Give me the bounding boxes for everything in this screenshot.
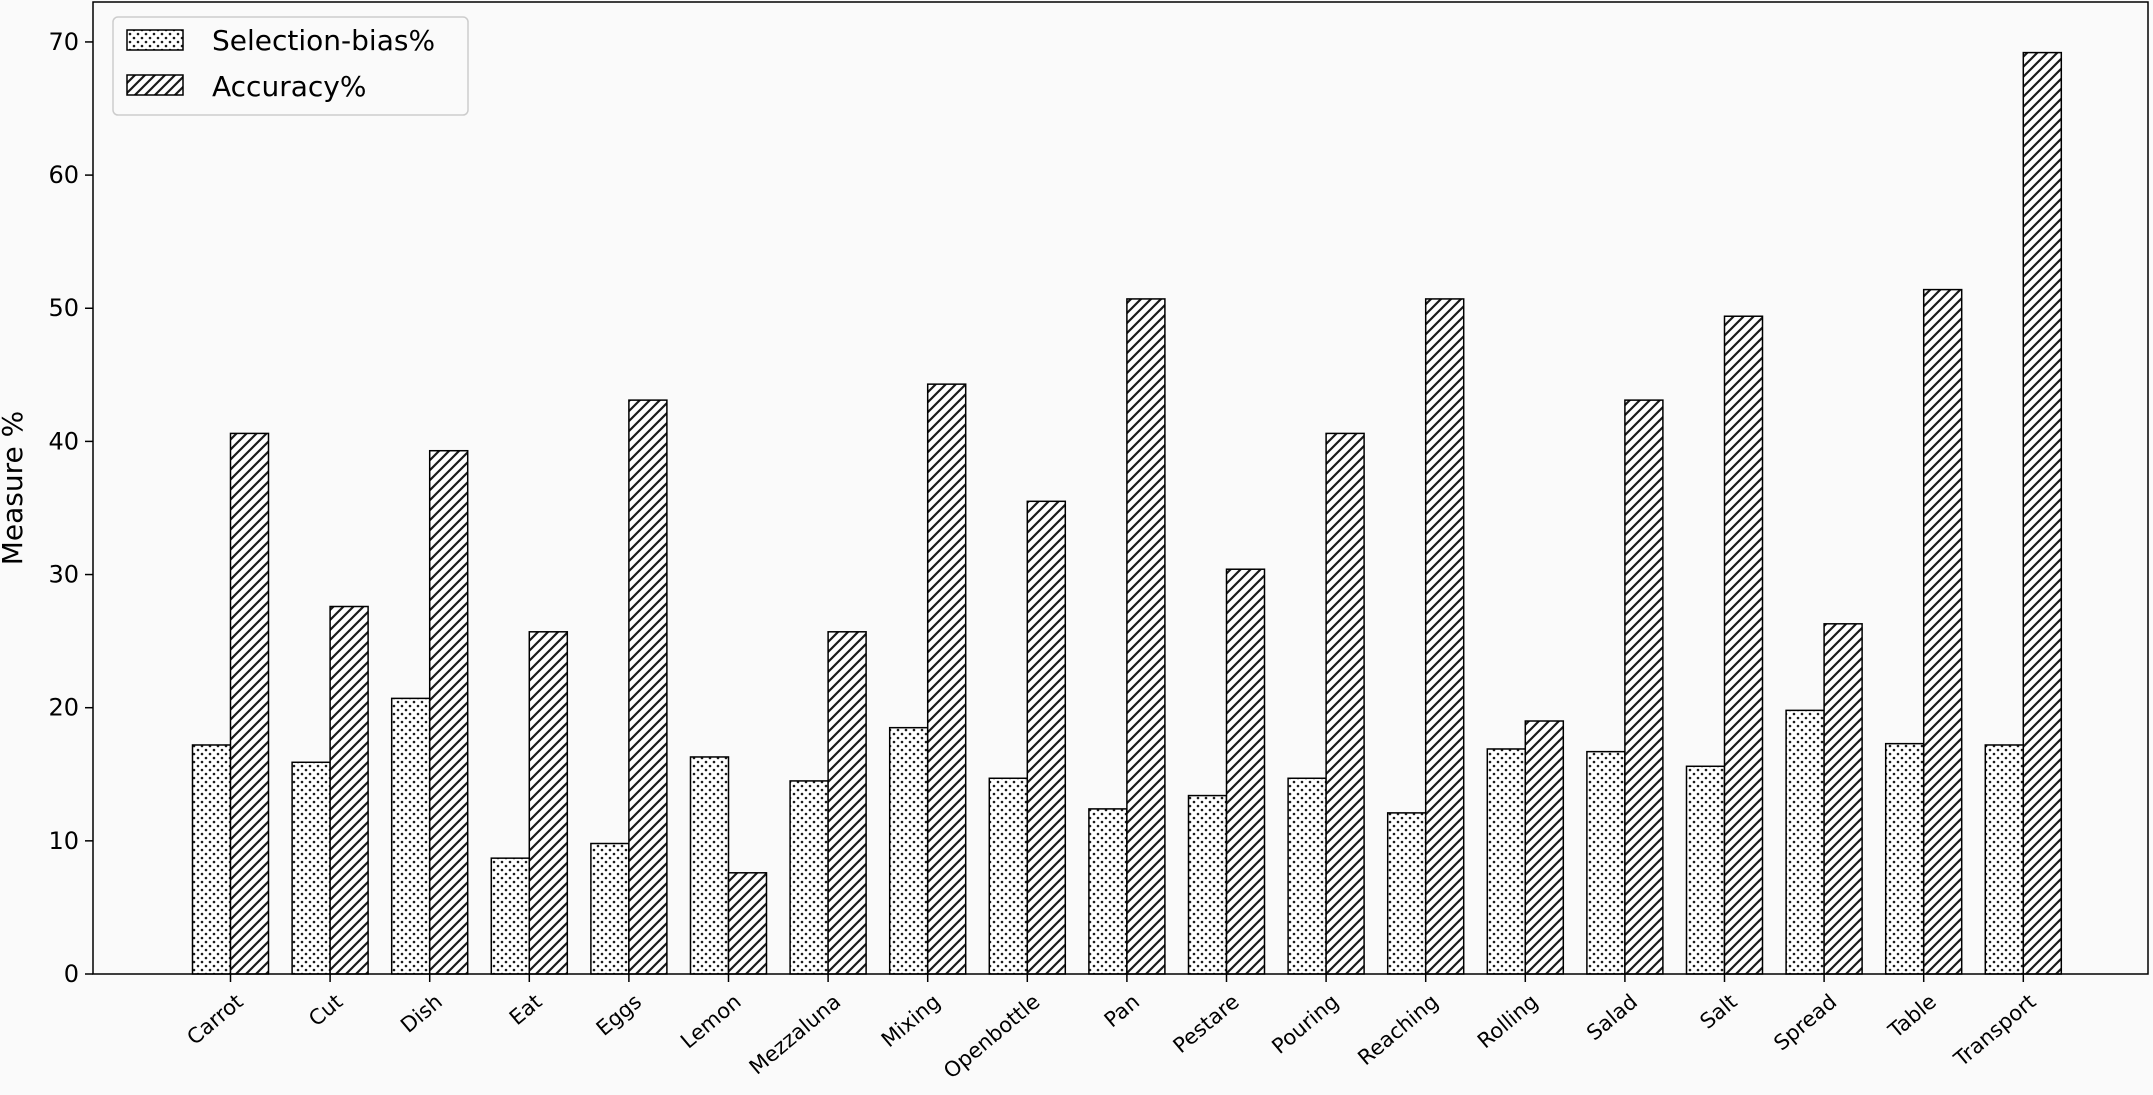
x-tick-label-eat: Eat (505, 989, 547, 1029)
x-tick-label-table: Table (1883, 989, 1941, 1043)
bar-selection-bias-rolling (1486, 748, 1527, 975)
bar-selection-bias-mezzaluna (789, 780, 829, 975)
x-tick-label-carrot: Carrot (182, 989, 247, 1049)
bar-selection-bias-openbottle (988, 777, 1029, 975)
bar-selection-bias-reaching (1386, 812, 1427, 975)
x-tick-label-pestare: Pestare (1169, 989, 1244, 1058)
y-tick-label: 70 (48, 28, 79, 56)
x-tick-label-transport: Transport (1949, 989, 2041, 1071)
bar-selection-bias-carrot (191, 744, 232, 975)
x-tick-label-pouring: Pouring (1267, 989, 1343, 1058)
bar-accuracy-mezzaluna (827, 631, 867, 975)
y-tick-label: 40 (48, 427, 79, 455)
bar-selection-bias-table (1884, 742, 1925, 975)
legend-label-selection-bias: Selection-bias% (212, 24, 435, 57)
x-tick-label-eggs: Eggs (592, 989, 646, 1040)
bar-selection-bias-salad (1586, 750, 1626, 975)
legend: Selection-bias% Accuracy% (112, 16, 469, 116)
bar-selection-bias-eat (490, 857, 531, 975)
bar-accuracy-rolling (1524, 720, 1565, 975)
x-tick-label-lemon: Lemon (676, 989, 746, 1053)
legend-swatch-selection-bias (126, 29, 184, 51)
bar-selection-bias-eggs (590, 842, 630, 975)
bar-selection-bias-mixing (888, 726, 929, 975)
bar-selection-bias-cut (291, 761, 331, 975)
bar-selection-bias-dish (390, 697, 431, 975)
bar-accuracy-pestare (1225, 568, 1266, 975)
x-tick-label-reaching: Reaching (1353, 989, 1443, 1070)
y-tick-label: 50 (48, 294, 79, 322)
bar-selection-bias-pan (1088, 808, 1128, 975)
x-tick-label-spread: Spread (1769, 989, 1841, 1055)
bar-accuracy-openbottle (1026, 500, 1067, 975)
y-axis: 0 10 20 30 40 50 60 70 (48, 28, 93, 988)
bar-accuracy-salad (1624, 399, 1664, 975)
x-tick-label-salt: Salt (1695, 989, 1741, 1033)
x-tick-label-mezzaluna: Mezzaluna (745, 989, 846, 1079)
bar-accuracy-eat (528, 631, 569, 975)
y-tick-label: 0 (64, 960, 79, 988)
x-tick-label-salad: Salad (1582, 989, 1642, 1045)
bar-accuracy-pan (1126, 298, 1166, 975)
bar-accuracy-pouring (1325, 432, 1365, 975)
y-tick-label: 20 (48, 694, 79, 722)
x-tick-label-cut: Cut (304, 989, 347, 1031)
bar-accuracy-salt (1723, 315, 1764, 975)
bar-selection-bias-transport (1984, 744, 2025, 975)
legend-frame (112, 16, 469, 116)
plot-frame (92, 1, 2149, 975)
bar-selection-bias-salt (1685, 765, 1726, 975)
bar-selection-bias-lemon (689, 756, 730, 975)
bar-selection-bias-spread (1785, 709, 1825, 975)
bar-accuracy-cut (329, 605, 369, 975)
bar-accuracy-transport (2022, 51, 2063, 975)
bar-accuracy-table (1922, 288, 1963, 975)
x-tick-label-openbottle: Openbottle (939, 989, 1044, 1083)
bar-accuracy-spread (1823, 623, 1863, 975)
y-tick-label: 10 (48, 827, 79, 855)
legend-label-accuracy: Accuracy% (212, 70, 366, 103)
x-tick-label-rolling: Rolling (1473, 989, 1543, 1053)
bar-accuracy-mixing (926, 383, 967, 975)
legend-swatch-accuracy (126, 74, 184, 96)
x-tick-label-pan: Pan (1100, 989, 1144, 1032)
bar-selection-bias-pouring (1287, 777, 1327, 975)
bar-accuracy-reaching (1424, 298, 1465, 975)
bar-accuracy-eggs (628, 399, 668, 975)
y-tick-label: 60 (48, 161, 79, 189)
bar-selection-bias-pestare (1187, 794, 1228, 975)
x-tick-label-dish: Dish (396, 989, 447, 1037)
bar-accuracy-dish (428, 449, 469, 975)
y-axis-title: Measure % (0, 411, 29, 566)
bar-accuracy-carrot (229, 432, 270, 975)
x-tick-label-mixing: Mixing (877, 989, 945, 1052)
bars-group (191, 51, 2063, 975)
bar-accuracy-lemon (727, 872, 768, 975)
y-tick-label: 30 (48, 561, 79, 589)
